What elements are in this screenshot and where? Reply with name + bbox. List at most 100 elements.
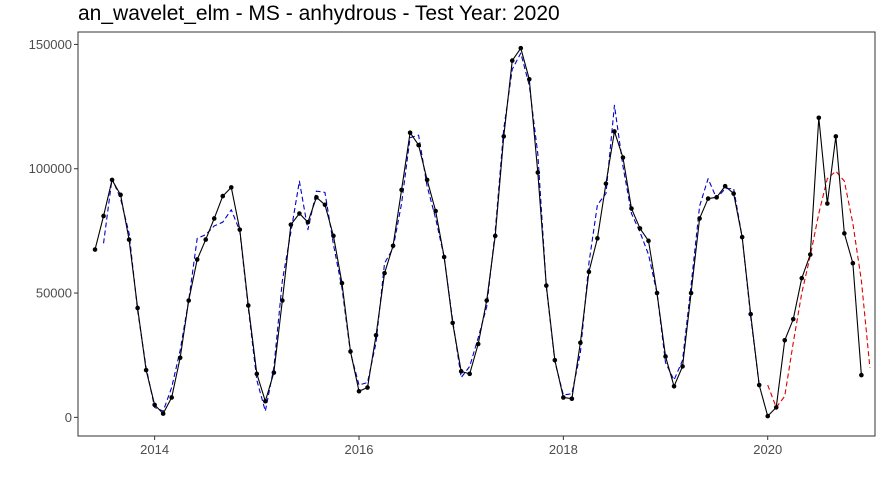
x-tick-label: 2018	[549, 442, 578, 457]
data-point	[109, 177, 115, 183]
data-point	[790, 316, 796, 322]
data-point	[194, 257, 200, 262]
data-point	[646, 238, 651, 244]
series-line-2	[102, 52, 760, 412]
data-point	[586, 269, 592, 275]
data-point	[697, 216, 702, 221]
data-point	[731, 191, 736, 196]
data-point	[322, 202, 328, 208]
data-point	[203, 237, 209, 242]
data-point	[722, 183, 728, 189]
data-point	[799, 275, 805, 281]
data-point	[458, 369, 464, 374]
data-point	[859, 372, 864, 378]
data-point	[484, 298, 490, 303]
data-point	[833, 134, 839, 139]
data-point	[373, 333, 379, 338]
data-point	[475, 341, 481, 347]
data-point	[492, 233, 498, 239]
data-point	[382, 270, 387, 276]
data-point	[211, 216, 217, 221]
x-tick-label: 2020	[753, 442, 782, 457]
data-point	[280, 298, 285, 303]
data-point	[228, 185, 234, 190]
data-point	[424, 177, 430, 183]
data-point	[782, 337, 788, 343]
data-point	[450, 320, 455, 326]
data-point	[620, 155, 626, 160]
data-point	[246, 303, 251, 308]
data-point	[92, 247, 98, 252]
data-point	[220, 193, 226, 199]
data-point	[441, 254, 447, 260]
data-point	[705, 196, 711, 201]
data-point	[160, 411, 166, 416]
data-point	[825, 201, 830, 206]
axes: 0 50000 100000 150000 2014 2016 2018 2020	[29, 37, 783, 457]
data-point	[842, 231, 847, 236]
data-point	[254, 371, 260, 377]
series-line-1	[94, 47, 862, 417]
data-point	[390, 243, 396, 249]
plot-panel-border	[77, 31, 876, 437]
data-point	[169, 395, 174, 400]
y-tick-label: 50000	[36, 286, 72, 301]
data-point	[433, 208, 438, 214]
data-point	[288, 222, 294, 227]
data-point	[671, 383, 677, 389]
data-point	[663, 354, 668, 359]
data-point	[578, 340, 583, 346]
data-point	[314, 195, 319, 200]
data-point	[765, 413, 771, 419]
data-point	[603, 181, 609, 186]
x-tick-label: 2016	[345, 442, 374, 457]
data-point	[629, 206, 634, 211]
data-point	[143, 367, 149, 373]
data-point	[399, 187, 404, 193]
data-point	[509, 58, 515, 63]
y-tick-label: 100000	[29, 161, 72, 176]
data-point	[816, 115, 822, 121]
data-point	[101, 213, 106, 219]
data-point	[467, 371, 472, 377]
y-tick-label: 150000	[29, 37, 72, 52]
series-layer	[92, 45, 871, 419]
data-point	[263, 398, 268, 404]
data-point	[152, 402, 157, 408]
data-point	[544, 283, 549, 288]
data-point	[612, 129, 617, 134]
data-point	[271, 370, 277, 375]
data-point	[637, 226, 643, 231]
data-point	[126, 237, 132, 242]
data-point	[688, 290, 694, 296]
data-point	[654, 290, 660, 296]
x-tick-label: 2014	[140, 442, 169, 457]
data-point	[756, 382, 762, 388]
data-point	[356, 388, 362, 394]
data-point	[748, 311, 753, 317]
data-point	[186, 298, 191, 303]
data-point	[714, 195, 719, 200]
data-point	[535, 170, 541, 175]
data-point	[297, 211, 302, 216]
data-point	[552, 357, 558, 363]
data-point	[407, 130, 413, 135]
data-point	[501, 134, 507, 139]
data-point	[595, 236, 600, 241]
data-point	[807, 252, 813, 257]
data-point	[526, 76, 532, 82]
data-point	[773, 405, 779, 410]
data-point	[850, 260, 856, 266]
y-tick-label: 0	[65, 410, 72, 425]
data-point	[237, 227, 243, 232]
data-point	[118, 192, 123, 198]
data-point	[135, 305, 140, 311]
data-point	[365, 385, 370, 390]
data-point	[680, 364, 685, 369]
data-point	[569, 396, 575, 402]
data-point	[305, 219, 311, 225]
data-point	[416, 142, 421, 148]
data-point	[339, 280, 345, 286]
data-point	[739, 234, 745, 240]
